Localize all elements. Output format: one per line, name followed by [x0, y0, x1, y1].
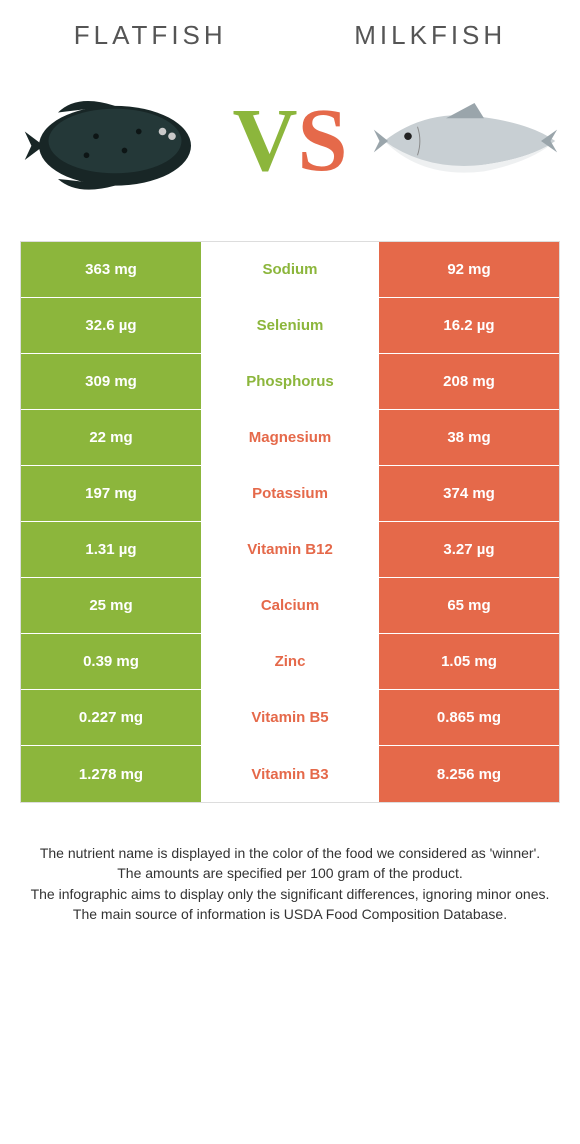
vs-s: S [297, 96, 347, 186]
table-row: 0.39 mgZinc1.05 mg [21, 634, 559, 690]
table-row: 197 mgPotassium374 mg [21, 466, 559, 522]
cell-nutrient-name: Selenium [201, 298, 379, 353]
cell-right-value: 208 mg [379, 354, 559, 409]
table-row: 22 mgMagnesium38 mg [21, 410, 559, 466]
cell-nutrient-name: Zinc [201, 634, 379, 689]
table-row: 32.6 µgSelenium16.2 µg [21, 298, 559, 354]
vs-label: V S [232, 96, 347, 186]
cell-right-value: 3.27 µg [379, 522, 559, 577]
cell-nutrient-name: Potassium [201, 466, 379, 521]
cell-nutrient-name: Sodium [201, 242, 379, 297]
milkfish-image [370, 81, 560, 201]
cell-right-value: 374 mg [379, 466, 559, 521]
table-row: 363 mgSodium92 mg [21, 242, 559, 298]
title-left: Flatfish [74, 20, 227, 51]
table-row: 1.31 µgVitamin B123.27 µg [21, 522, 559, 578]
hero-row: V S [10, 81, 570, 201]
cell-left-value: 22 mg [21, 410, 201, 465]
cell-right-value: 65 mg [379, 578, 559, 633]
table-row: 1.278 mgVitamin B38.256 mg [21, 746, 559, 802]
cell-left-value: 1.31 µg [21, 522, 201, 577]
cell-left-value: 309 mg [21, 354, 201, 409]
cell-left-value: 0.227 mg [21, 690, 201, 745]
footnote-line: The nutrient name is displayed in the co… [30, 843, 550, 863]
cell-left-value: 25 mg [21, 578, 201, 633]
cell-right-value: 92 mg [379, 242, 559, 297]
cell-left-value: 363 mg [21, 242, 201, 297]
title-right: Milkfish [354, 20, 506, 51]
cell-nutrient-name: Vitamin B12 [201, 522, 379, 577]
cell-right-value: 0.865 mg [379, 690, 559, 745]
cell-left-value: 0.39 mg [21, 634, 201, 689]
nutrient-table: 363 mgSodium92 mg32.6 µgSelenium16.2 µg3… [20, 241, 560, 803]
cell-right-value: 38 mg [379, 410, 559, 465]
footnote-line: The main source of information is USDA F… [30, 904, 550, 924]
cell-right-value: 16.2 µg [379, 298, 559, 353]
footnotes: The nutrient name is displayed in the co… [10, 843, 570, 924]
cell-nutrient-name: Phosphorus [201, 354, 379, 409]
cell-nutrient-name: Magnesium [201, 410, 379, 465]
cell-right-value: 1.05 mg [379, 634, 559, 689]
cell-nutrient-name: Vitamin B5 [201, 690, 379, 745]
cell-nutrient-name: Calcium [201, 578, 379, 633]
cell-nutrient-name: Vitamin B3 [201, 746, 379, 802]
footnote-line: The infographic aims to display only the… [30, 884, 550, 904]
cell-left-value: 197 mg [21, 466, 201, 521]
cell-left-value: 1.278 mg [21, 746, 201, 802]
titles-row: Flatfish Milkfish [10, 20, 570, 51]
table-row: 309 mgPhosphorus208 mg [21, 354, 559, 410]
footnote-line: The amounts are specified per 100 gram o… [30, 863, 550, 883]
table-row: 0.227 mgVitamin B50.865 mg [21, 690, 559, 746]
vs-v: V [232, 96, 297, 186]
flatfish-image [20, 81, 210, 201]
table-row: 25 mgCalcium65 mg [21, 578, 559, 634]
cell-right-value: 8.256 mg [379, 746, 559, 802]
cell-left-value: 32.6 µg [21, 298, 201, 353]
